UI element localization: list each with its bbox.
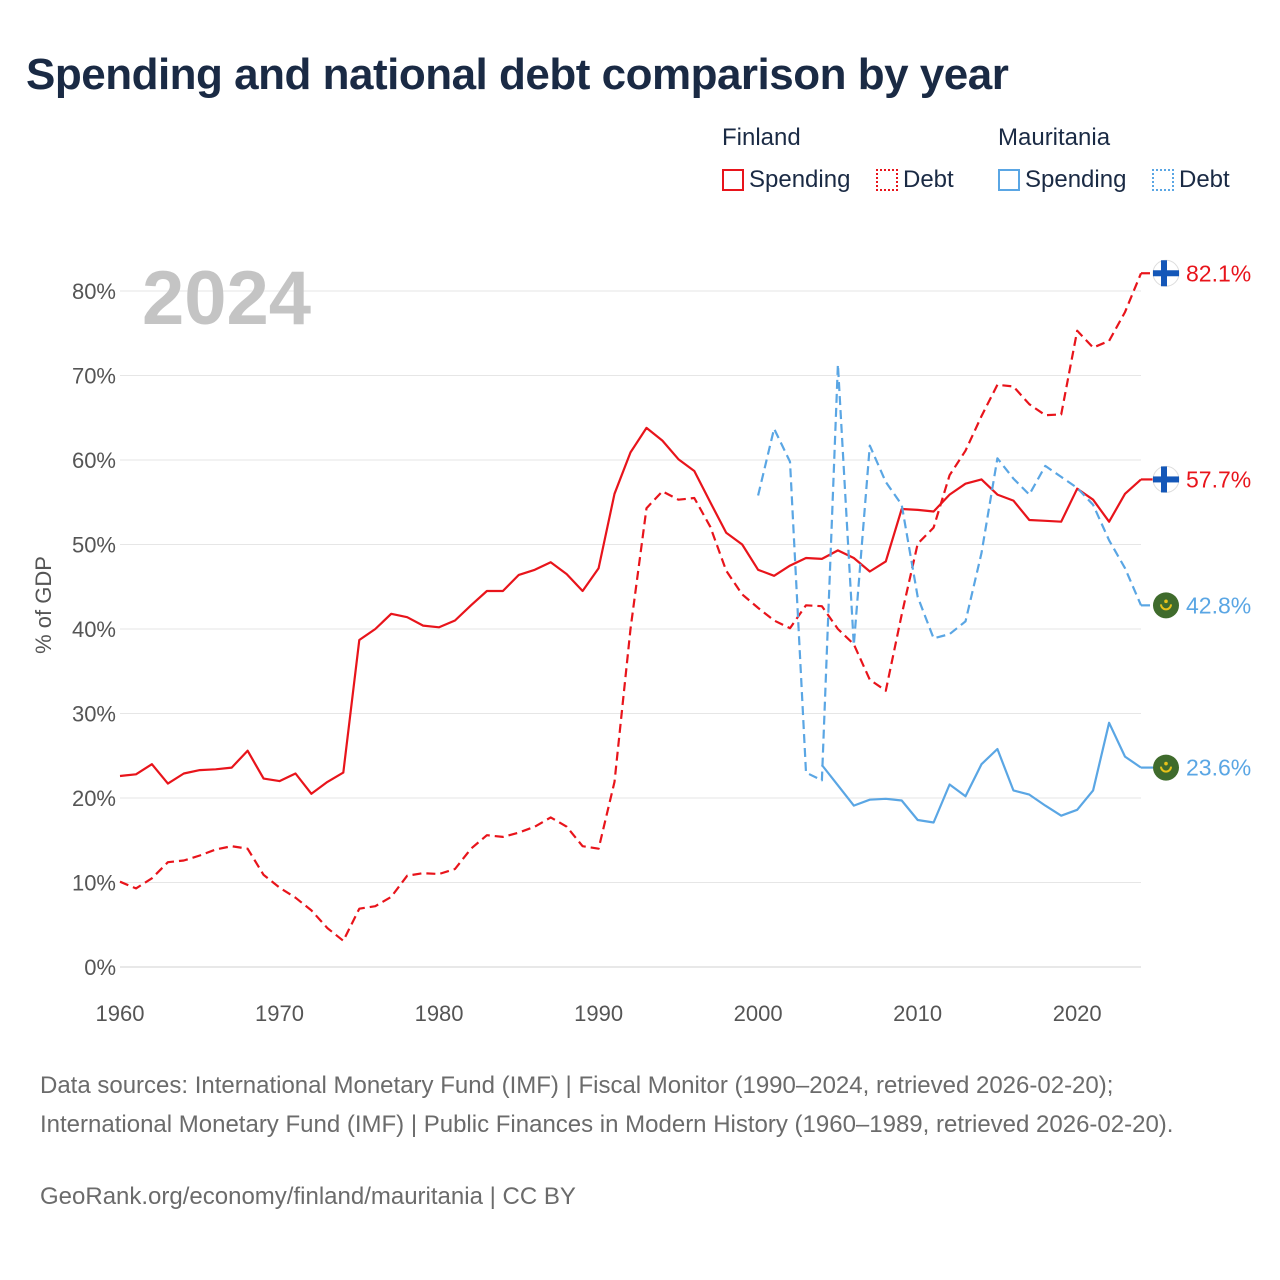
dashed-line-swatch-icon: [876, 169, 898, 191]
x-tick-label: 2010: [893, 1001, 942, 1026]
legend-label: Spending: [749, 166, 851, 193]
legend-label: Debt: [903, 166, 954, 193]
finland-flag-icon: [1152, 259, 1180, 287]
source-url[interactable]: GeoRank.org/economy/finland/mauritania |…: [40, 1183, 576, 1210]
legend-finland-debt[interactable]: Debt: [876, 166, 954, 194]
x-tick-label: 2020: [1053, 1001, 1102, 1026]
legend-label: Spending: [1025, 166, 1127, 193]
mauritania-spending-line[interactable]: [821, 721, 1142, 824]
end-value-label: 23.6%: [1186, 755, 1251, 781]
line-chart: 2024 0% 10% 20% 30% 40% 50% 60% 70% 80% 1960 1970…: [31, 256, 1251, 1026]
year-watermark: 2024: [142, 256, 311, 341]
x-tick-label: 2000: [734, 1001, 783, 1026]
finland-spending-line[interactable]: [119, 426, 1142, 795]
series-lines: [119, 272, 1143, 942]
solid-line-swatch-icon: [722, 169, 744, 191]
y-tick-label: 40%: [72, 617, 116, 642]
dashed-line-swatch-icon: [1152, 169, 1174, 191]
y-tick-label: 60%: [72, 448, 116, 473]
y-tick-label: 70%: [72, 364, 116, 389]
x-tick-label: 1980: [415, 1001, 464, 1026]
end-value-label: 42.8%: [1186, 592, 1251, 618]
mauritania-flag-icon: [1153, 592, 1179, 619]
x-axis-ticks: 1960 1970 1980 1990 2000 2010 2020: [96, 1001, 1102, 1026]
y-tick-label: 0%: [84, 955, 116, 980]
x-tick-label: 1970: [255, 1001, 304, 1026]
x-tick-label: 1990: [574, 1001, 623, 1026]
legend-finland-spending[interactable]: Spending: [722, 166, 850, 194]
y-tick-label: 20%: [72, 786, 116, 811]
chart-title: Spending and national debt comparison by…: [26, 50, 1009, 99]
data-sources: Data sources: International Monetary Fun…: [40, 1072, 1174, 1138]
y-tick-label: 10%: [72, 871, 116, 896]
end-markers: 57.7% 82.1% 23.6% 42.8%: [1141, 259, 1251, 781]
legend-country-mauritania: Mauritania: [998, 124, 1111, 151]
finland-debt-line[interactable]: [119, 272, 1143, 942]
y-tick-label: 50%: [72, 533, 116, 558]
end-value-label: 82.1%: [1186, 260, 1251, 286]
x-tick-label: 1960: [96, 1001, 145, 1026]
legend-mauritania-spending[interactable]: Spending: [998, 166, 1126, 194]
y-tick-label: 30%: [72, 702, 116, 727]
y-tick-label: 80%: [72, 279, 116, 304]
legend-country-finland: Finland: [722, 124, 801, 151]
mauritania-debt-line[interactable]: [757, 363, 1143, 782]
end-value-label: 57.7%: [1186, 466, 1251, 492]
legend-mauritania-debt[interactable]: Debt: [1152, 166, 1230, 194]
y-axis-ticks: 0% 10% 20% 30% 40% 50% 60% 70% 80%: [72, 279, 116, 980]
mauritania-flag-icon: [1153, 754, 1179, 781]
gridlines: [120, 290, 1141, 968]
finland-flag-icon: [1152, 465, 1180, 493]
y-axis-label: % of GDP: [31, 556, 56, 654]
legend-label: Debt: [1179, 166, 1230, 193]
solid-line-swatch-icon: [998, 169, 1020, 191]
